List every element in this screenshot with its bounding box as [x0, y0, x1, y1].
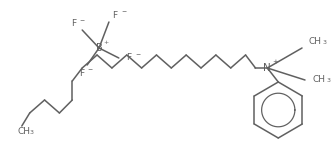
Text: −: − [135, 51, 140, 57]
Text: −: − [121, 9, 126, 14]
Text: 3: 3 [30, 130, 34, 135]
Text: +: + [272, 59, 278, 65]
Text: F: F [126, 54, 131, 63]
Text: CH: CH [313, 75, 326, 84]
Text: CH: CH [18, 128, 31, 136]
Text: F: F [79, 69, 84, 78]
Text: F: F [112, 11, 118, 20]
Text: N: N [263, 63, 271, 73]
Text: 3: 3 [327, 78, 331, 83]
Text: −: − [87, 66, 93, 72]
Text: 3: 3 [323, 40, 327, 45]
Text: F: F [71, 20, 76, 28]
Text: CH: CH [309, 38, 322, 46]
Text: −: − [79, 18, 85, 22]
Text: +: + [103, 40, 109, 45]
Text: B: B [96, 43, 102, 53]
